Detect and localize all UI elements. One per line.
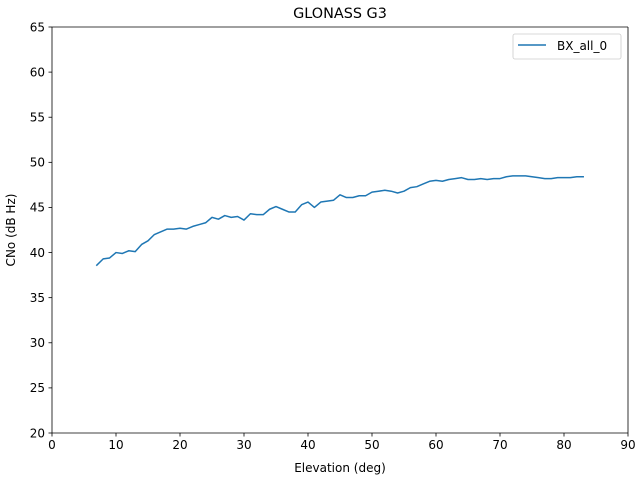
y-tick-label: 65 <box>30 20 45 34</box>
x-tick-label: 0 <box>48 438 56 452</box>
y-tick-label: 60 <box>30 65 45 79</box>
x-tick-label: 10 <box>108 438 123 452</box>
x-axis-ticks: 0 10 20 30 40 50 60 70 80 90 <box>48 433 636 452</box>
x-tick-label: 80 <box>556 438 571 452</box>
y-tick-label: 20 <box>30 426 45 440</box>
y-tick-label: 40 <box>30 246 45 260</box>
y-tick-label: 50 <box>30 156 45 170</box>
legend-box <box>512 33 622 60</box>
x-axis-label: Elevation (deg) <box>294 461 386 475</box>
y-tick-label: 35 <box>30 291 45 305</box>
axes-frame <box>51 26 629 434</box>
x-tick-label: 60 <box>428 438 443 452</box>
x-tick-label: 70 <box>492 438 507 452</box>
chart-title: GLONASS G3 <box>293 6 387 22</box>
legend: BX_all_0 <box>512 33 622 60</box>
x-tick-label: 90 <box>620 438 635 452</box>
y-tick-label: 55 <box>30 111 45 125</box>
plot-area <box>52 27 628 433</box>
y-tick-label: 25 <box>30 381 45 395</box>
y-axis-ticks: 20 25 30 35 40 45 50 55 60 65 <box>30 20 52 440</box>
x-tick-label: 20 <box>172 438 187 452</box>
x-tick-label: 50 <box>364 438 379 452</box>
x-tick-label: 40 <box>300 438 315 452</box>
y-tick-label: 30 <box>30 336 45 350</box>
series-layer <box>95 175 584 267</box>
y-axis-label: CNo (dB Hz) <box>4 194 18 267</box>
x-tick-label: 30 <box>236 438 251 452</box>
y-tick-label: 45 <box>30 201 45 215</box>
legend-label: BX_all_0 <box>557 39 607 53</box>
series-line-BX_all_0 <box>95 175 584 267</box>
